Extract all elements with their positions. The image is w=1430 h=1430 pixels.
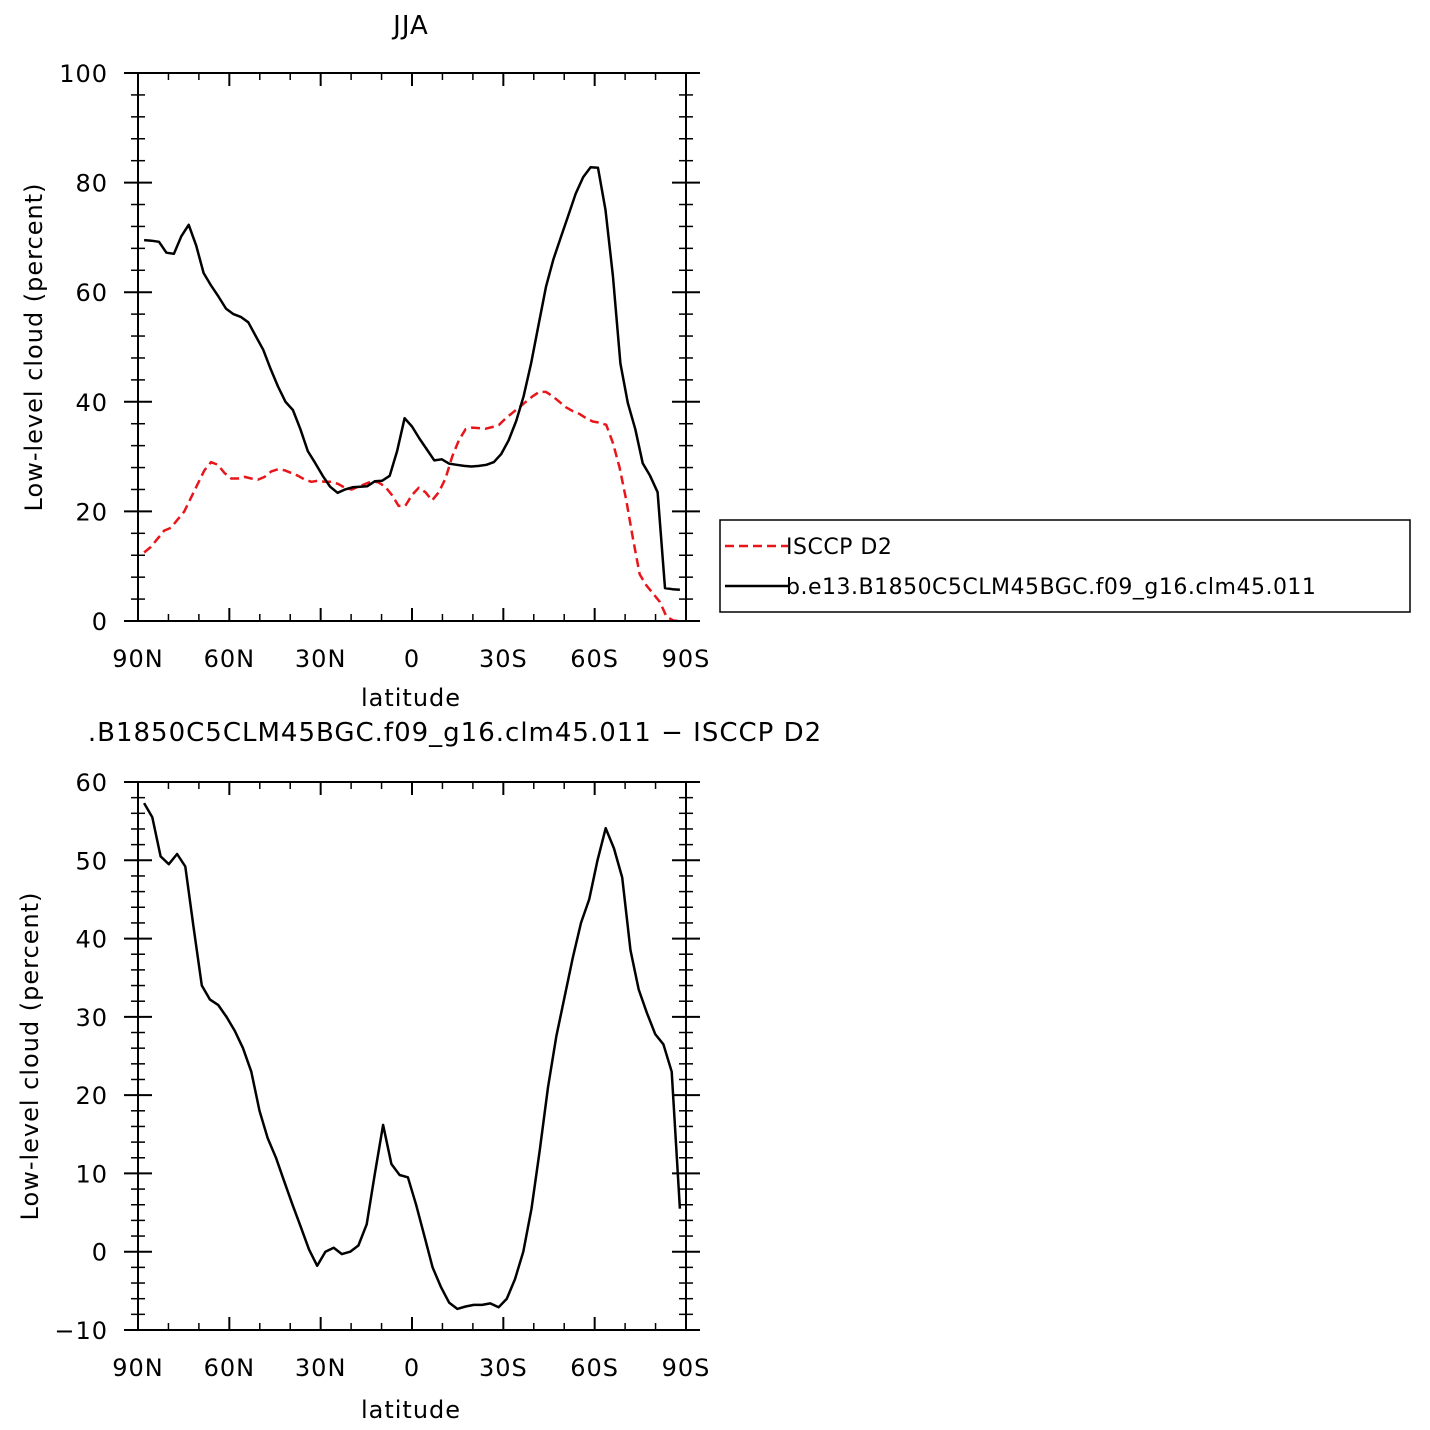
- bottom-x-tick-label: 60S: [570, 1354, 619, 1382]
- legend-label-model-run: b.e13.B1850C5CLM45BGC.f09_g16.clm45.011: [786, 575, 1316, 600]
- top-chart-title: JJA: [391, 11, 429, 41]
- top-series-line-0: [143, 390, 680, 623]
- bottom-y-tick-label: 30: [75, 1004, 108, 1032]
- bottom-x-tick-label: 0: [404, 1354, 420, 1382]
- bottom-y-tick-label: 10: [75, 1160, 108, 1188]
- bottom-chart-title: .B1850C5CLM45BGC.f09_g16.clm45.011 − ISC…: [88, 718, 822, 748]
- legend-box: [719, 519, 1411, 613]
- top-y-tick-label: 40: [75, 389, 108, 417]
- top-x-tick-label: 30S: [479, 645, 528, 673]
- legend-label-isccp-d2: ISCCP D2: [786, 535, 892, 560]
- bottom-x-tick-label: 30S: [479, 1354, 528, 1382]
- top-x-tick-label: 0: [404, 645, 420, 673]
- bottom-y-tick-label: 40: [75, 926, 108, 954]
- top-series-line-1: [143, 166, 681, 592]
- top-x-tick-label: 60N: [204, 645, 256, 673]
- top-x-tick-label: 30N: [295, 645, 347, 673]
- top-y-tick-label: 0: [92, 608, 108, 636]
- bottom-chart-panel: .B1850C5CLM45BGC.f09_g16.clm45.011 − ISC…: [16, 718, 822, 1424]
- bottom-y-tick-label: 60: [75, 769, 108, 797]
- top-y-tick-label: 80: [75, 170, 108, 198]
- top-chart-legend: ISCCP D2 b.e13.B1850C5CLM45BGC.f09_g16.c…: [719, 519, 1411, 613]
- bottom-y-axis-title: Low-level cloud (percent): [16, 892, 44, 1221]
- top-y-tick-label: 60: [75, 279, 108, 307]
- bottom-x-tick-label: 30N: [295, 1354, 347, 1382]
- bottom-x-axis-title: latitude: [361, 1396, 461, 1424]
- top-y-axis-title: Low-level cloud (percent): [20, 183, 48, 512]
- bottom-series-line-0: [143, 802, 682, 1311]
- bottom-x-tick-label: 90N: [112, 1354, 164, 1382]
- top-x-tick-label: 90S: [662, 645, 711, 673]
- bottom-x-tick-label: 60N: [204, 1354, 256, 1382]
- bottom-y-tick-label: 20: [75, 1082, 108, 1110]
- top-x-axis-title: latitude: [361, 684, 461, 712]
- top-y-tick-label: 20: [75, 498, 108, 526]
- bottom-x-tick-label: 90S: [662, 1354, 711, 1382]
- top-x-tick-label: 60S: [570, 645, 619, 673]
- bottom-y-tick-label: −10: [54, 1317, 108, 1345]
- bottom-y-tick-label: 0: [92, 1239, 108, 1267]
- bottom-y-tick-label: 50: [75, 847, 108, 875]
- top-x-tick-label: 90N: [112, 645, 164, 673]
- top-plot-frame: [137, 72, 687, 622]
- bottom-plot-frame: [137, 781, 687, 1331]
- top-chart-panel: JJA 90N 60N 30N 0 30S 60S 90S 0 20 40 60 80 100 lati…: [20, 11, 711, 712]
- top-y-tick-label: 100: [59, 60, 108, 88]
